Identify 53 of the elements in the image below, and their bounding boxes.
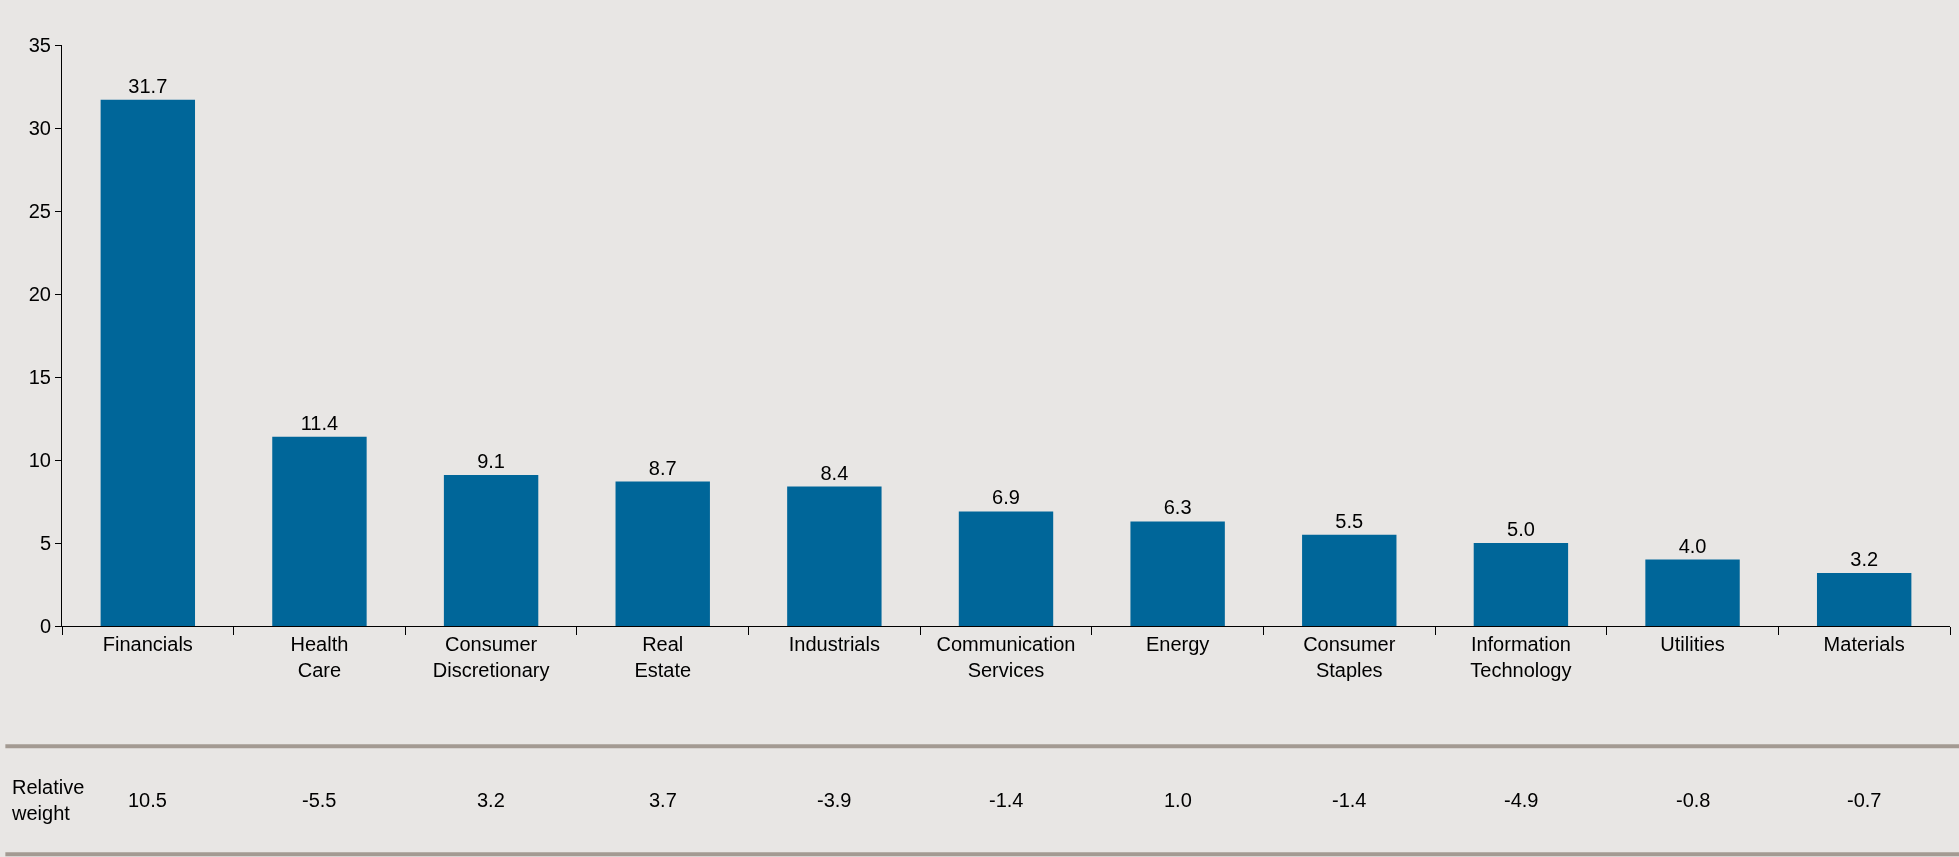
text: 3.2 (477, 789, 505, 811)
text: 10.5 (128, 789, 167, 811)
bar (958, 511, 1054, 626)
data-label: 8.4 (820, 461, 849, 484)
data-label: 9.1 (477, 449, 505, 472)
x-tick-label: Energy (1145, 633, 1210, 655)
x-tick-label: Industrials (788, 633, 880, 655)
text: 1.0 (1164, 789, 1192, 811)
bar (1130, 521, 1225, 626)
x-tick-label: Financials (102, 633, 193, 655)
text: -5.5 (302, 789, 337, 811)
y-tick-label: 0 (39, 615, 51, 637)
x-tick-label: Health Care (290, 633, 349, 681)
data-label: 5.5 (1335, 509, 1364, 532)
text: -3.9 (817, 789, 852, 811)
y-tick-label: 10 (28, 449, 51, 471)
bar (1473, 543, 1569, 626)
bar (615, 481, 710, 626)
text: -1.4 (989, 789, 1024, 811)
data-label: 3.2 (1850, 547, 1879, 570)
bar (443, 474, 539, 626)
x-tick-label: Communication Services (936, 633, 1076, 681)
bar (787, 486, 882, 626)
text: Relative weight (11, 776, 85, 824)
text: -0.7 (1847, 789, 1882, 811)
data-label: 8.7 (648, 456, 677, 479)
text: -0.8 (1676, 789, 1711, 811)
y-tick-label: 5 (39, 532, 51, 554)
y-tick-label: 20 (28, 283, 51, 305)
text: 3.7 (649, 789, 677, 811)
x-tick-label: Real Estate (634, 633, 692, 681)
x-tick-label: Consumer Discretionary (432, 633, 550, 681)
data-label: 31.7 (128, 74, 168, 97)
x-tick-label: Information Technology (1470, 633, 1572, 681)
bar (272, 436, 367, 626)
y-tick-label: 15 (28, 366, 51, 388)
text: -4.9 (1504, 789, 1539, 811)
data-label: 11.4 (300, 411, 339, 434)
data-label: 6.9 (992, 486, 1020, 509)
y-tick-label: 30 (28, 117, 51, 139)
text: -1.4 (1332, 789, 1367, 811)
data-label: 5.0 (1507, 518, 1535, 540)
x-tick-label: Consumer Staples (1303, 633, 1396, 681)
y-tick-label: 25 (28, 200, 51, 222)
bar (100, 99, 196, 626)
x-tick-label: Materials (1823, 633, 1905, 655)
y-tick-label: 35 (28, 34, 51, 56)
data-label: 4.0 (1678, 534, 1707, 557)
bar (1645, 559, 1740, 626)
bar (1302, 534, 1397, 626)
x-tick-label: Utilities (1660, 633, 1725, 655)
bar (1816, 572, 1912, 626)
data-label: 6.3 (1163, 496, 1192, 519)
